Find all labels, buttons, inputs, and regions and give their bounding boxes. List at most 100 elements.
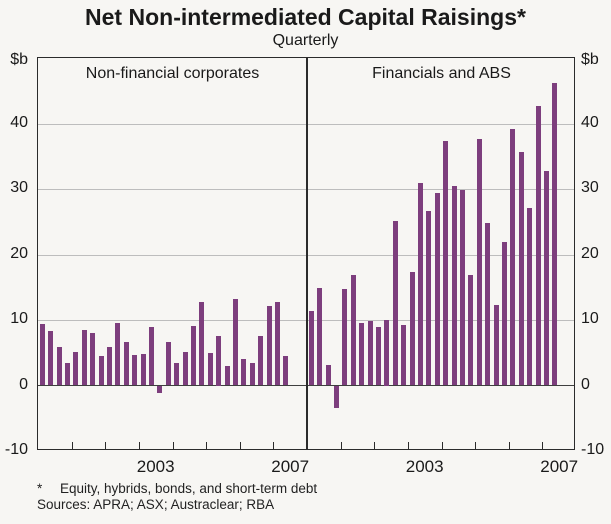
bar-right-2000Q2 [317,287,323,386]
y-label-right-40: 40 [581,113,599,131]
bar-right-2003Q1 [409,271,415,386]
x-label-right-2003: 2003 [405,457,444,476]
x-tick-right-2006 [508,442,510,449]
x-tick-right-2007 [542,442,544,449]
bar-left-2006Q3 [258,335,264,386]
bar-right-2004Q3 [460,190,466,386]
y-label-left-30: 30 [10,179,28,196]
bar-left-2001Q2 [81,329,87,386]
panel-title-right: Financials and ABS [372,65,511,82]
bar-left-2006Q4 [266,305,272,386]
bar-left-2005Q1 [207,353,213,386]
bar-left-2006Q2 [249,362,255,386]
bar-left-2003Q2 [148,327,154,386]
bar-right-2001Q1 [342,288,348,386]
x-tick-left-2007 [273,442,275,449]
gridline-40 [38,123,574,125]
bar-right-2000Q4 [333,385,339,408]
bar-right-2004Q4 [468,274,474,386]
bar-left-2000Q2 [48,331,54,386]
bar-left-2002Q4 [132,355,138,386]
x-tick-left-2006 [239,442,241,449]
x-tick-right-2001 [340,442,342,449]
y-label-right-0: 0 [581,375,590,393]
zero-line [38,384,574,387]
bar-right-2005Q1 [476,139,482,386]
bar-right-2007Q1 [544,170,550,386]
bar-right-2006Q1 [510,128,516,386]
x-tick-right-2005 [475,442,477,449]
y-label-right-10: 10 [581,310,599,327]
bar-right-2004Q1 [443,141,449,386]
bar-left-2002Q2 [115,323,121,386]
bar-left-2001Q3 [90,333,96,386]
sources-line: Sources: APRA; ASX; Austraclear; RBA [37,497,275,512]
bar-left-2007Q1 [275,302,281,386]
bar-right-2005Q2 [485,223,491,386]
bar-right-2006Q2 [518,152,524,386]
bar-left-2000Q3 [56,346,62,386]
y-label-right--10: -10 [581,441,605,458]
bar-right-2002Q4 [401,324,407,386]
bar-right-2003Q3 [426,211,432,386]
bar-left-2000Q1 [39,323,45,386]
y-label-right-20: 20 [581,244,599,262]
bar-right-2006Q4 [535,105,541,386]
y-label-right-b: $b [581,51,599,68]
plot-area: Non-financial corporates 2003 2007 Financia… [37,57,578,476]
bar-left-2004Q3 [191,325,197,386]
bar-left-2006Q1 [241,358,247,386]
x-label-left-2003: 2003 [136,457,175,476]
gridline-20 [38,254,574,256]
gridline-30 [38,189,574,190]
bar-right-2003Q4 [434,192,440,386]
x-tick-right-2003 [407,442,409,449]
footnote: * Equity, hybrids, bonds, and short-term … [37,481,597,497]
x-tick-left-2002 [105,442,107,449]
bar-left-2001Q1 [73,352,79,386]
gridline-10 [38,320,574,321]
bar-right-2001Q3 [359,323,365,386]
bar-right-2000Q3 [325,364,331,386]
bar-left-2002Q3 [123,342,129,386]
bar-right-2002Q2 [384,320,390,386]
footnote-marker: * [37,481,43,496]
bar-left-2003Q1 [140,354,146,386]
bar-left-2000Q4 [64,363,70,386]
bar-left-2004Q4 [199,302,205,386]
footnote-text: Equity, hybrids, bonds, and short-term d… [60,481,318,496]
bar-right-2001Q4 [367,321,373,386]
y-label-left-0: 0 [19,375,28,393]
bar-left-2003Q4 [165,341,171,386]
y-label-left-b: $b [10,51,28,68]
bar-left-2004Q1 [174,362,180,386]
panel-divider [306,58,308,449]
x-tick-right-2004 [441,442,443,449]
y-label-left-20: 20 [10,244,28,262]
bar-left-2004Q2 [182,352,188,386]
bar-right-2005Q4 [502,242,508,386]
x-tick-left-2003 [138,442,140,449]
y-label-right-30: 30 [581,179,599,196]
y-label-left-10: 10 [10,310,28,327]
bar-left-2007Q2 [283,356,289,386]
x-label-right-2007: 2007 [540,457,579,476]
x-tick-left-2004 [172,442,174,449]
bar-right-2000Q1 [308,310,314,386]
y-label-left--10: -10 [4,441,28,458]
x-label-left-2007: 2007 [271,457,310,476]
bar-right-2007Q2 [552,82,558,386]
bar-right-2005Q3 [493,304,499,386]
bar-left-2005Q2 [216,336,222,386]
bar-right-2002Q3 [392,221,398,386]
bar-right-2004Q2 [451,186,457,386]
panel-title-left: Non-financial corporates [85,65,260,82]
bar-right-2002Q1 [375,326,381,386]
bar-right-2006Q3 [527,207,533,386]
y-label-left-40: 40 [10,113,28,131]
x-tick-left-2005 [206,442,208,449]
bar-left-2005Q4 [233,299,239,386]
bar-left-2003Q3 [157,385,163,393]
x-tick-left-2001 [71,442,73,449]
chart-title: Net Non-intermediated Capital Raisings* [85,4,526,30]
